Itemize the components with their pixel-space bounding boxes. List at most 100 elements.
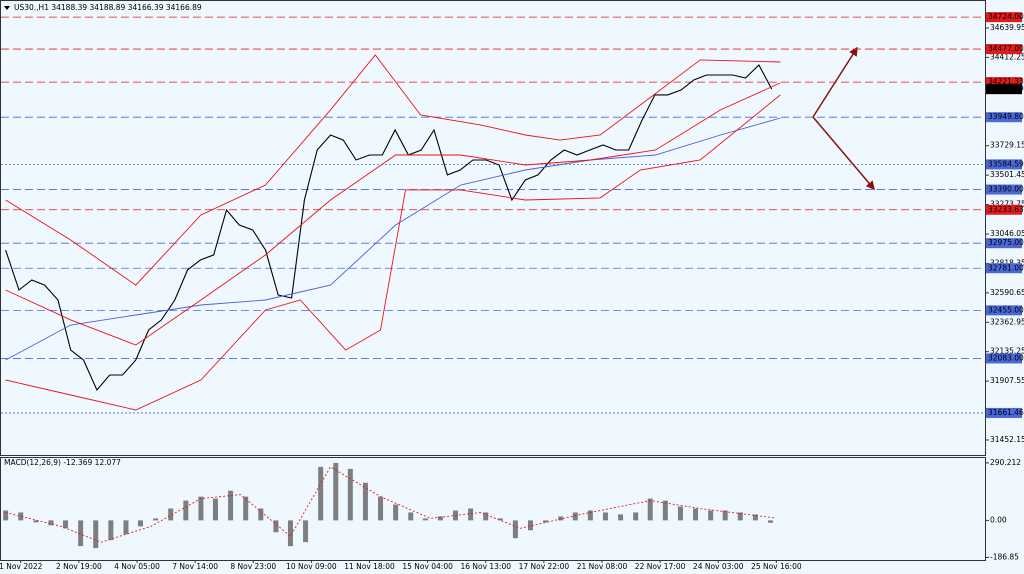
histogram-bar [737,512,743,521]
histogram-bar [318,466,324,521]
y-tick-label: 31907.55 [990,376,1024,385]
level-tag [986,204,1022,215]
macd-header: MACD(12,26,9) -12.369 12.077 [4,458,121,467]
histogram-bar [212,498,218,521]
x-tick-label: 15 Nov 04:00 [402,562,453,571]
x-tick-label: 21 Nov 08:00 [577,562,628,571]
histogram-bar [722,510,728,521]
histogram-bar [768,520,774,523]
level-label: 34166.89 [988,84,1024,93]
y-tick-label: 32135.25 [990,347,1024,356]
chart-layer: 34639.95 34412.25 33729.15 33501.45 33273.75… [0,12,1024,571]
x-tick-label: 16 Nov 13:00 [460,562,511,571]
histogram-bar [437,516,443,521]
level-tag [986,12,1022,23]
histogram-bar [273,520,279,533]
level-label: 32781.00 [988,263,1024,272]
histogram-bar [483,512,489,521]
histogram-bar [422,518,428,521]
histogram-bar [633,512,639,521]
level-label: 33949.80 [988,112,1024,121]
level-label: 33584.59 [988,159,1024,168]
histogram-bar [63,520,69,529]
histogram-bar [33,520,39,523]
y-tick-label: 32362.95 [990,317,1024,326]
x-tick-label: 8 Nov 23:00 [230,562,276,571]
menu-arrow[interactable] [4,6,10,10]
series-line [5,64,773,392]
y-tick-label: 290.212 [990,458,1021,467]
x-tick-label: 10 Nov 09:00 [286,562,337,571]
y-tick-label: 33729.15 [990,141,1024,150]
y-tick-label: 0.00 [990,515,1007,524]
histogram-bar [347,468,353,521]
x-tick-label: 17 Nov 22:00 [519,562,570,571]
y-tick-label: 33046.05 [990,229,1024,238]
histogram-bar [378,496,384,521]
level-label: 34724.00 [988,12,1024,21]
level-tag [986,184,1022,195]
x-tick-label: 2 Nov 19:00 [56,562,102,571]
y-tick-label: 33273.75 [990,200,1024,209]
level-tag [986,112,1022,123]
histogram-bar [137,520,143,527]
histogram-bar [258,508,264,521]
histogram-bar [558,516,564,521]
histogram-bar [108,520,114,541]
level-tag [986,407,1022,418]
level-label: 34477.00 [988,44,1024,53]
histogram-bar [333,462,339,521]
histogram-bar [393,504,399,521]
x-tick-label: 25 Nov 16:00 [751,562,802,571]
y-tick-label: 34412.25 [990,52,1024,61]
histogram-bar [48,520,54,526]
histogram-bar [572,512,578,521]
macd-pane-frame [0,457,986,561]
x-tick-label: 11 Nov 18:00 [344,562,395,571]
symbol-header: US30.,H1 34188.39 34188.89 34166.39 3416… [14,3,202,12]
histogram-bar [303,520,309,543]
x-tick-label: 1 Nov 2022 [0,562,43,571]
histogram-bar [497,518,503,521]
level-tag [986,77,1022,88]
level-label: 33390.00 [988,185,1024,194]
level-tag [986,44,1022,55]
series-line [5,94,781,411]
level-label: 34221.33 [988,77,1024,86]
x-tick-label: 7 Nov 14:00 [172,562,218,571]
series-line [5,117,781,361]
level-label: 31661.46 [988,408,1024,417]
histogram-bar [228,490,234,521]
y-tick-label: 32818.35 [990,258,1024,267]
histogram-bar [662,500,668,521]
histogram-bar [93,520,99,549]
level-tag [986,238,1022,249]
histogram-bar [708,510,714,521]
level-tag [986,84,1022,95]
series-line [5,54,781,286]
histogram-bar [468,508,474,521]
histogram-bar [677,506,683,521]
histogram-bar [693,508,699,521]
histogram-bar [543,520,549,523]
histogram-bar [408,512,414,521]
level-label: 32083.00 [988,353,1024,362]
histogram-bar [362,482,368,521]
y-tick-label: 32590.65 [990,288,1024,297]
projection-arrow-down [812,116,875,191]
histogram-bar [618,514,624,521]
series-line [5,82,781,346]
histogram-bar [3,510,9,521]
histogram-bar [647,498,653,521]
level-label: 33233.63 [988,205,1024,214]
level-label: 32455.00 [988,305,1024,314]
y-tick-label: 33501.45 [990,170,1024,179]
histogram-bar [123,520,129,535]
histogram-bar [752,514,758,521]
histogram-bar [602,512,608,521]
x-tick-label: 4 Nov 05:00 [114,562,160,571]
y-tick-label: 34639.95 [990,23,1024,32]
series-line [5,466,776,543]
